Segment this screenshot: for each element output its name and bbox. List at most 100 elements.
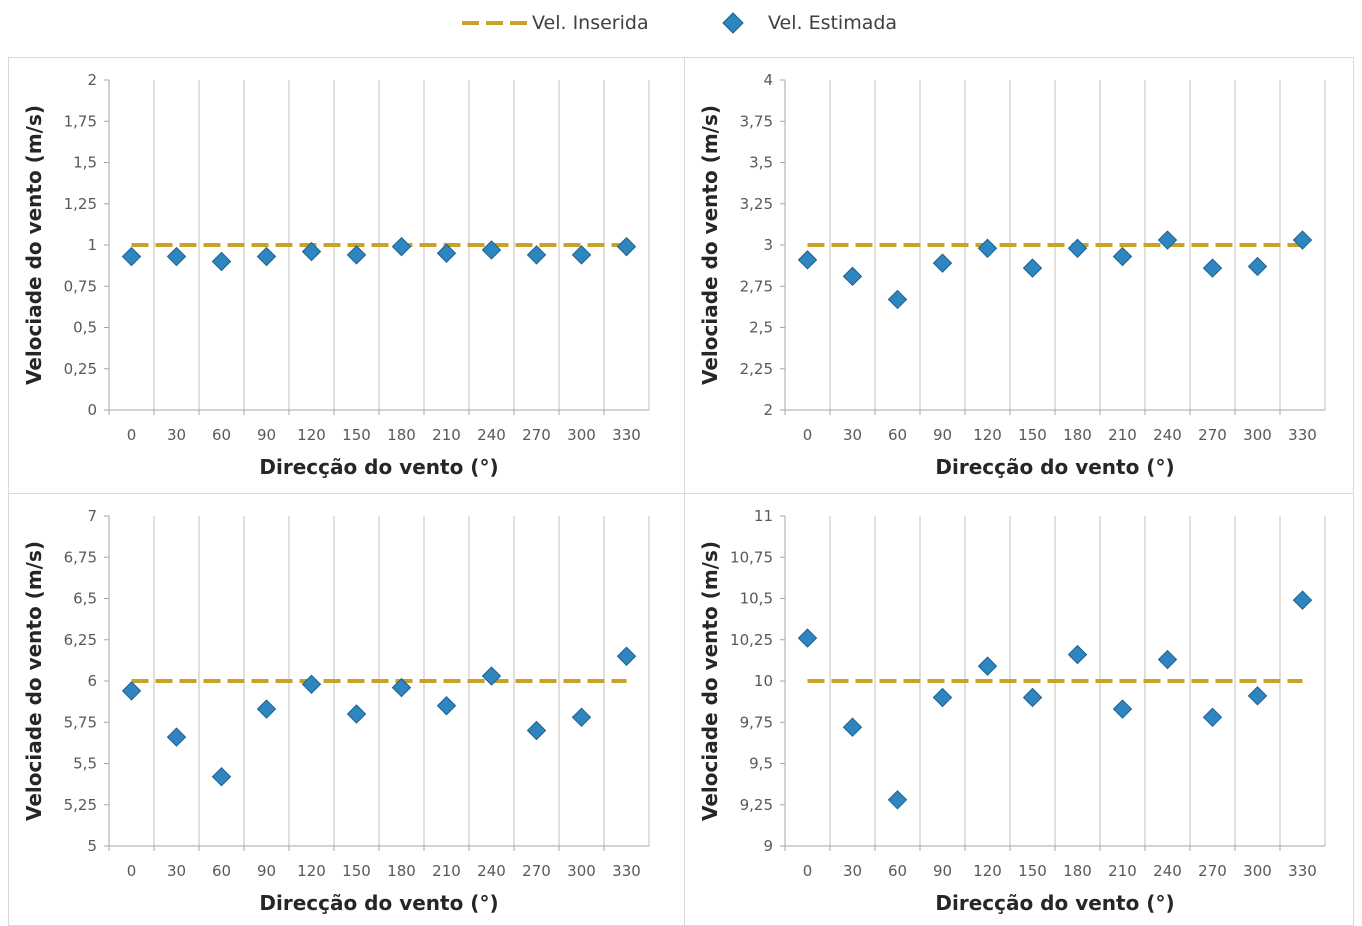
chart-legend: Vel. Inserida Vel. Estimada [0,0,1362,48]
c4-x-tick-label: 0 [803,862,813,880]
c1-x-tick-label: 60 [212,426,231,444]
c4-y-tick-label: 9,25 [740,796,773,814]
chart-panel-4: 9 9,25 9,5 9,75 10 10,25 10,5 10,75 11 0 30 60 90 120… [684,493,1354,926]
c2-point-estimated-60 [887,289,908,310]
c3-x-tick-label: 120 [297,862,326,880]
c1-y-tick-label: 1,5 [73,154,97,172]
chart-svg-1: 0 0,25 0,5 0,75 1 1,25 1,5 1,75 2 0 30 60 90 120 150 18… [22,71,650,479]
c3-point-estimated-300 [571,707,592,728]
c4-y-tick-label: 9 [763,837,773,855]
c4-x-tick-label: 300 [1243,862,1272,880]
c3-x-tick-label: 150 [342,862,371,880]
c4-x-axis-title: Direcção do vento (°) [935,891,1174,915]
c3-point-estimated-90 [256,699,277,719]
c2-point-estimated-150 [1022,258,1043,278]
c3-point-estimated-180 [391,677,412,698]
c1-x-tick-label: 300 [567,426,596,444]
c4-x-tick-label: 240 [1153,862,1182,880]
chart-panel-1: 0 0,25 0,5 0,75 1 1,25 1,5 1,75 2 0 30 60 90 120 150 18… [8,57,685,494]
c2-y-tick-label: 3 [763,236,773,254]
c4-x-tick-label: 330 [1288,862,1317,880]
c4-point-estimated-120 [977,656,998,676]
c2-x-tick-label: 270 [1198,426,1227,444]
c3-x-tick-label: 210 [432,862,461,880]
c2-y-tick-label: 2 [763,401,773,419]
c4-x-tick-label: 30 [843,862,862,880]
legend-label-inserted: Vel. Inserida [532,12,649,34]
c3-x-tick-label: 90 [257,862,276,880]
c1-point-estimated-270 [526,245,547,265]
c1-y-tick-label: 0,25 [64,360,97,378]
c1-x-tick-label: 210 [432,426,461,444]
c4-y-tick-label: 9,75 [740,713,773,731]
c1-x-tick-label: 180 [387,426,416,444]
c4-point-estimated-90 [932,687,953,708]
c3-x-tick-label: 270 [522,862,551,880]
c1-point-estimated-180 [391,236,412,257]
c1-y-tick-label: 0,5 [73,319,97,337]
c2-point-estimated-240 [1157,230,1178,250]
c3-y-axis-title: Velociade do vento (m/s) [22,541,46,821]
c3-y-tick-label: 5,5 [73,755,97,773]
c3-point-estimated-240 [481,666,502,686]
c2-x-tick-label: 180 [1063,426,1092,444]
c1-x-tick-label: 30 [167,426,186,444]
c3-point-estimated-120 [301,674,322,695]
c1-point-estimated-300 [571,245,592,265]
c2-point-estimated-330 [1292,230,1313,250]
c3-y-tick-label: 5,75 [64,713,97,731]
c1-point-estimated-0 [121,246,142,267]
c2-y-tick-label: 3,25 [740,195,773,213]
c2-y-tick-label: 4 [763,71,773,89]
c2-x-tick-label: 60 [888,426,907,444]
c2-point-estimated-270 [1202,258,1223,278]
c3-point-estimated-150 [346,704,367,724]
c4-y-tick-label: 11 [754,507,773,525]
c3-y-tick-label: 5,25 [64,796,97,814]
c4-y-tick-label: 10 [754,672,773,690]
chart-svg-2: 2 2,25 2,5 2,75 3 3,25 3,5 3,75 4 0 30 60 90 120 150 18… [698,71,1326,479]
c2-point-estimated-180 [1067,238,1088,259]
c2-point-estimated-120 [977,238,998,259]
c4-x-tick-label: 90 [933,862,952,880]
c2-x-tick-label: 150 [1018,426,1047,444]
c4-y-tick-label: 10,25 [730,631,773,649]
c2-y-tick-label: 2,25 [740,360,773,378]
c4-point-estimated-330 [1292,590,1313,610]
c3-x-tick-label: 330 [612,862,641,880]
c2-point-estimated-210 [1112,246,1133,267]
c1-point-estimated-240 [481,240,502,260]
c1-point-estimated-30 [166,246,187,267]
chart-panel-3: 5 5,25 5,5 5,75 6 6,25 6,5 6,75 7 0 30 60 90 120 150 18… [8,493,685,926]
c1-point-estimated-210 [436,243,457,263]
c1-y-tick-label: 1,25 [64,195,97,213]
c4-point-estimated-210 [1112,699,1133,719]
c3-point-estimated-60 [211,766,232,787]
c2-y-tick-label: 3,75 [740,112,773,130]
c4-x-tick-label: 60 [888,862,907,880]
c2-x-tick-label: 120 [973,426,1002,444]
c4-x-tick-label: 210 [1108,862,1137,880]
c4-y-tick-label: 10,5 [740,590,773,608]
c4-point-estimated-270 [1202,707,1223,728]
c2-x-tick-label: 0 [803,426,813,444]
c3-y-tick-label: 7 [87,507,97,525]
c1-x-tick-label: 330 [612,426,641,444]
c1-x-tick-label: 120 [297,426,326,444]
c1-y-tick-label: 1,75 [64,112,97,130]
c4-y-axis-title: Velociade do vento (m/s) [698,541,722,821]
c2-point-estimated-30 [842,266,863,287]
c3-y-tick-label: 6,5 [73,590,97,608]
legend-label-estimated: Vel. Estimada [768,12,898,34]
legend-item-estimated: Vel. Estimada [720,10,897,36]
legend-dashed-line-swatch [462,21,532,25]
c4-x-tick-label: 180 [1063,862,1092,880]
c2-y-tick-label: 2,75 [740,277,773,295]
c1-x-axis-title: Direcção do vento (°) [259,455,498,479]
c2-x-tick-label: 240 [1153,426,1182,444]
c1-x-tick-label: 150 [342,426,371,444]
c2-y-tick-label: 3,5 [749,154,773,172]
c3-y-tick-label: 6,75 [64,548,97,566]
c3-x-tick-label: 60 [212,862,231,880]
c4-point-estimated-60 [887,790,908,810]
